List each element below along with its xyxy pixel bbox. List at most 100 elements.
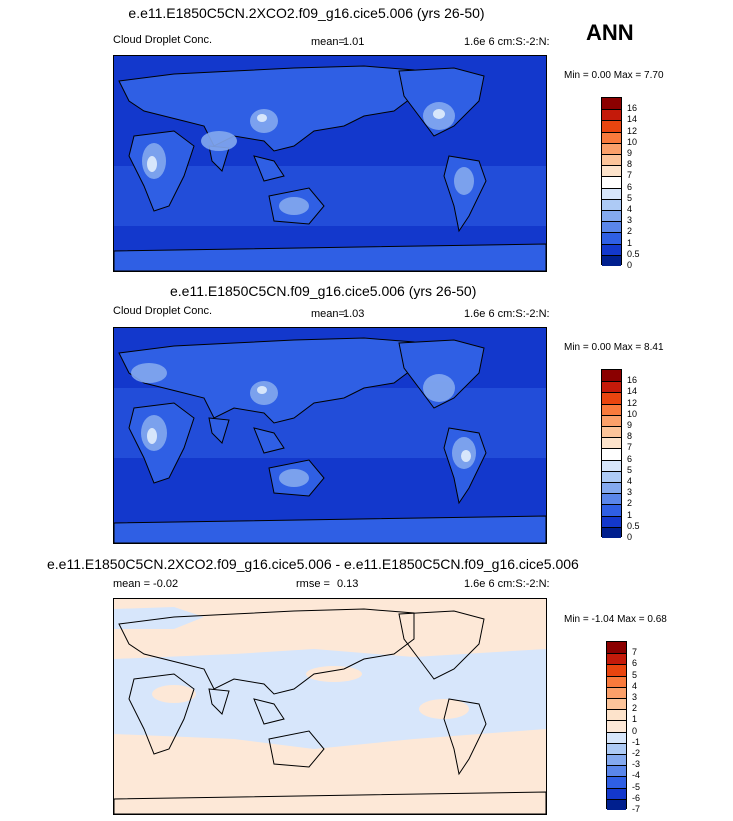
colorbar-tick-label: -2 bbox=[632, 748, 641, 758]
colorbar-tick-label: -7 bbox=[632, 804, 641, 814]
colorbar-swatch bbox=[602, 109, 621, 121]
colorbar-swatch bbox=[607, 698, 626, 710]
colorbar-swatch bbox=[602, 459, 621, 471]
colorbar-tick-label: 3 bbox=[627, 215, 633, 226]
colorbar-swatch bbox=[602, 515, 621, 527]
colorbar-swatch bbox=[602, 221, 621, 233]
panel3-rmse-label: rmse = bbox=[296, 578, 330, 590]
colorbar-swatch bbox=[602, 526, 621, 538]
colorbar-tick-label: 0 bbox=[632, 725, 638, 736]
panel1-colorbar bbox=[601, 97, 622, 266]
colorbar-swatch bbox=[607, 765, 626, 777]
colorbar-swatch bbox=[602, 504, 621, 516]
colorbar-swatch bbox=[607, 754, 626, 766]
colorbar-tick-label: 16 bbox=[627, 375, 638, 386]
panel1-mean-value: 1.01 bbox=[343, 36, 365, 48]
colorbar-swatch bbox=[607, 776, 626, 788]
colorbar-swatch bbox=[602, 254, 621, 266]
colorbar-tick-label: -4 bbox=[632, 770, 641, 781]
colorbar-tick-label: 2 bbox=[627, 498, 633, 509]
colorbar-tick-label: 16 bbox=[627, 103, 638, 114]
colorbar-swatch bbox=[607, 709, 626, 721]
colorbar-swatch bbox=[607, 664, 626, 676]
colorbar-tick-label: -3 bbox=[632, 759, 641, 770]
panel3-map bbox=[113, 598, 547, 815]
panel3-colorbar bbox=[606, 641, 627, 810]
colorbar-tick-label: 6 bbox=[632, 658, 638, 669]
panel3-rmse-value: 0.13 bbox=[337, 578, 359, 590]
colorbar-swatch bbox=[602, 131, 621, 143]
panel3-units: 1.6e 6 cm:S:-2:N: bbox=[464, 578, 550, 590]
colorbar-tick-label: 1 bbox=[627, 237, 633, 248]
colorbar-tick-label: 10 bbox=[627, 408, 638, 419]
colorbar-swatch bbox=[602, 437, 621, 449]
panel1-title: e.e11.E1850C5CN.2XCO2.f09_g16.cice5.006 … bbox=[128, 5, 485, 21]
colorbar-tick-label: 9 bbox=[627, 148, 633, 158]
colorbar-swatch bbox=[602, 98, 621, 110]
panel2-mean-label: mean= bbox=[311, 308, 345, 320]
colorbar-tick-label: 3 bbox=[632, 692, 638, 702]
colorbar-swatch bbox=[602, 154, 621, 166]
colorbar-swatch bbox=[602, 493, 621, 505]
colorbar-tick-label: 0 bbox=[627, 260, 633, 270]
colorbar-swatch bbox=[602, 187, 621, 199]
colorbar-tick-label: 2 bbox=[627, 226, 633, 237]
panel2-units: 1.6e 6 cm:S:-2:N: bbox=[464, 308, 550, 320]
colorbar-tick-label: 7 bbox=[627, 442, 633, 453]
colorbar-tick-label: 5 bbox=[627, 464, 633, 475]
colorbar-swatch bbox=[602, 414, 621, 426]
colorbar-tick-label: 5 bbox=[632, 669, 638, 680]
colorbar-tick-label: 7 bbox=[627, 170, 633, 181]
colorbar-swatch bbox=[602, 403, 621, 415]
colorbar-tick-label: 0.5 bbox=[627, 520, 640, 531]
colorbar-tick-label: 14 bbox=[627, 386, 638, 397]
colorbar-swatch bbox=[607, 731, 626, 743]
panel2-title: e.e11.E1850C5CN.f09_g16.cice5.006 (yrs 2… bbox=[170, 283, 477, 299]
panel1-map bbox=[113, 55, 547, 272]
colorbar-tick-label: -5 bbox=[632, 781, 641, 792]
colorbar-swatch bbox=[602, 243, 621, 255]
colorbar-tick-label: 10 bbox=[627, 136, 638, 147]
panel2-map bbox=[113, 327, 547, 544]
colorbar-tick-label: 8 bbox=[627, 159, 633, 170]
panel1-minmax: Min = 0.00 Max = 7.70 bbox=[564, 70, 664, 81]
colorbar-tick-label: 1 bbox=[632, 714, 638, 725]
colorbar-tick-label: 0 bbox=[627, 532, 633, 542]
colorbar-tick-label: 1 bbox=[627, 509, 633, 520]
colorbar-tick-label: 5 bbox=[627, 192, 633, 203]
colorbar-tick-label: 4 bbox=[632, 680, 638, 691]
colorbar-tick-label: 14 bbox=[627, 114, 638, 125]
colorbar-tick-label: 8 bbox=[627, 431, 633, 442]
colorbar-swatch bbox=[602, 210, 621, 222]
colorbar-tick-label: 4 bbox=[627, 204, 633, 214]
colorbar-tick-label: -1 bbox=[632, 736, 641, 747]
colorbar-swatch bbox=[607, 798, 626, 810]
colorbar-swatch bbox=[602, 370, 621, 382]
colorbar-tick-label: 0.5 bbox=[627, 248, 640, 259]
colorbar-tick-label: 4 bbox=[627, 476, 633, 486]
colorbar-tick-label: 2 bbox=[632, 703, 638, 714]
colorbar-swatch bbox=[602, 482, 621, 494]
colorbar-swatch bbox=[602, 120, 621, 132]
colorbar-tick-label: -6 bbox=[632, 792, 641, 803]
colorbar-tick-label: 6 bbox=[627, 453, 633, 464]
colorbar-swatch bbox=[602, 232, 621, 244]
colorbar-swatch bbox=[602, 165, 621, 177]
colorbar-swatch bbox=[602, 142, 621, 154]
colorbar-tick-label: 12 bbox=[627, 125, 638, 136]
colorbar-swatch bbox=[602, 392, 621, 404]
colorbar-swatch bbox=[607, 787, 626, 799]
colorbar-swatch bbox=[607, 642, 626, 654]
colorbar-swatch bbox=[602, 198, 621, 210]
panel1-units: 1.6e 6 cm:S:-2:N: bbox=[464, 36, 550, 48]
colorbar-swatch bbox=[607, 686, 626, 698]
season-label: ANN bbox=[586, 20, 634, 45]
colorbar-swatch bbox=[607, 720, 626, 732]
panel3-title: e.e11.E1850C5CN.2XCO2.f09_g16.cice5.006 … bbox=[47, 556, 579, 572]
colorbar-tick-label: 3 bbox=[627, 487, 633, 498]
colorbar-swatch bbox=[602, 470, 621, 482]
panel2-minmax: Min = 0.00 Max = 8.41 bbox=[564, 342, 664, 353]
panel2-mean-value: 1.03 bbox=[343, 308, 365, 320]
colorbar-swatch bbox=[602, 448, 621, 460]
panel2-field-label: Cloud Droplet Conc. bbox=[113, 305, 213, 317]
